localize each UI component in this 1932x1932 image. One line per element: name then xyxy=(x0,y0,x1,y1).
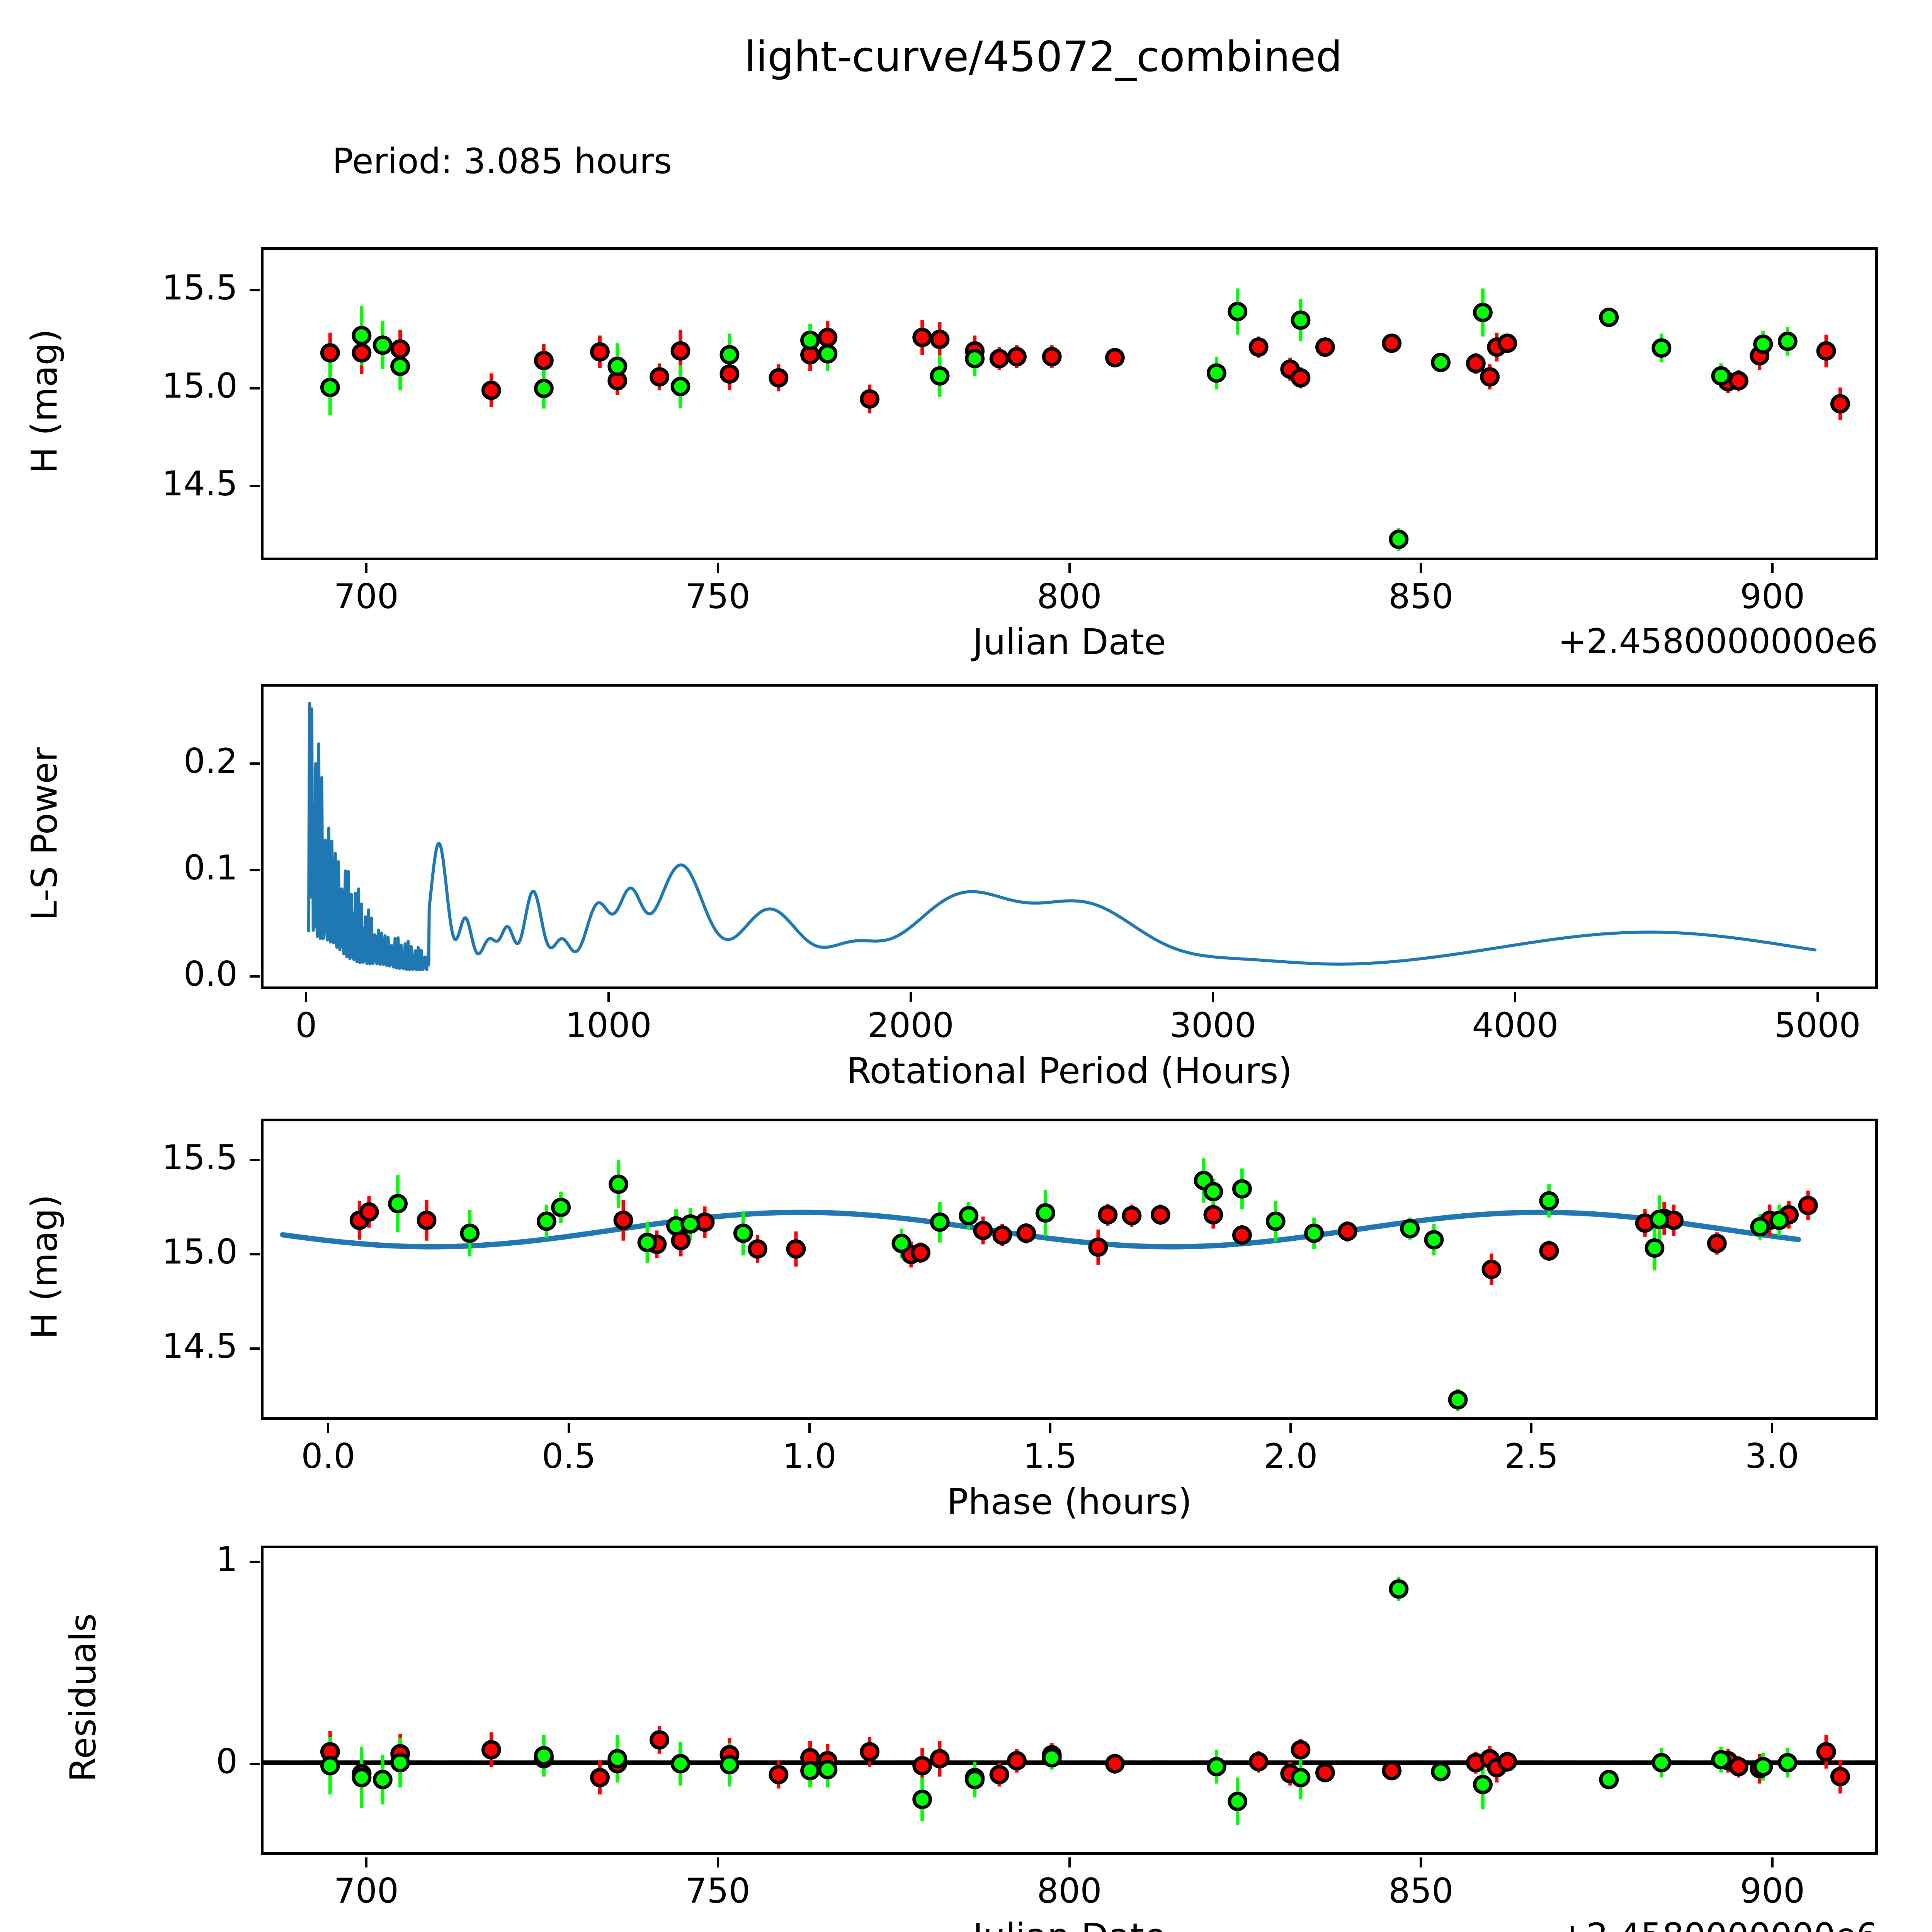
x-tick-label-light-curve-3: 850 xyxy=(1388,577,1454,616)
x-tick-residuals-0 xyxy=(365,1857,367,1867)
x-tick-phase-folded-1 xyxy=(568,1423,570,1433)
x-tick-label-residuals-1: 750 xyxy=(685,1871,750,1911)
x-tick-label-periodogram-3: 3000 xyxy=(1170,1005,1257,1045)
x-tick-label-residuals-4: 900 xyxy=(1740,1871,1805,1911)
x-tick-label-periodogram-4: 4000 xyxy=(1472,1005,1559,1045)
periodogram-plot-area xyxy=(307,702,1817,971)
y-tick-label-phase-folded-1: 15.0 xyxy=(162,1232,238,1272)
y-tick-light-curve-1 xyxy=(250,387,260,389)
x-tick-periodogram-4 xyxy=(1514,992,1517,1002)
x-tick-phase-folded-6 xyxy=(1770,1423,1773,1433)
x-tick-periodogram-0 xyxy=(305,992,308,1002)
x-tick-label-phase-folded-3: 1.5 xyxy=(1023,1436,1077,1476)
x-tick-label-residuals-2: 800 xyxy=(1037,1871,1102,1911)
y-tick-light-curve-2 xyxy=(250,289,260,292)
y-tick-label-phase-folded-0: 14.5 xyxy=(162,1326,238,1366)
x-tick-label-periodogram-5: 5000 xyxy=(1774,1005,1861,1045)
x-tick-label-phase-folded-2: 1.0 xyxy=(782,1436,837,1476)
x-tick-light-curve-3 xyxy=(1420,563,1422,573)
x-offset-label-light-curve: +2.4580000000e6 xyxy=(1558,621,1878,661)
x-tick-residuals-4 xyxy=(1771,1857,1774,1867)
x-tick-label-light-curve-0: 700 xyxy=(333,577,399,616)
x-tick-periodogram-5 xyxy=(1816,992,1819,1002)
x-tick-periodogram-2 xyxy=(909,992,912,1002)
y-tick-label-light-curve-0: 14.5 xyxy=(162,463,238,503)
figure-title: light-curve/45072_combined xyxy=(744,33,1342,81)
residuals-plot-area xyxy=(264,1577,1875,1825)
x-offset-label-residuals: +2.4580000000e6 xyxy=(1399,1916,1878,1932)
x-tick-label-light-curve-2: 800 xyxy=(1037,577,1102,616)
x-tick-phase-folded-5 xyxy=(1530,1423,1533,1433)
y-tick-residuals-0 xyxy=(250,1762,260,1765)
x-tick-light-curve-1 xyxy=(716,563,719,573)
light-curve-plot-area xyxy=(320,288,1850,551)
phase-folded-plot-area xyxy=(280,1158,1818,1411)
x-tick-label-light-curve-4: 900 xyxy=(1740,577,1805,616)
x-tick-light-curve-2 xyxy=(1068,563,1071,573)
x-tick-label-residuals-3: 850 xyxy=(1388,1871,1454,1911)
x-tick-label-light-curve-1: 750 xyxy=(685,577,750,616)
x-tick-residuals-3 xyxy=(1420,1857,1422,1867)
y-tick-label-residuals-1: 1 xyxy=(216,1539,238,1579)
x-tick-periodogram-1 xyxy=(607,992,610,1002)
x-axis-label-phase-folded: Phase (hours) xyxy=(947,1481,1192,1522)
x-axis-label-residuals: Julian Date xyxy=(722,1916,1417,1932)
y-axis-label-periodogram: L-S Power xyxy=(24,747,65,921)
x-tick-residuals-2 xyxy=(1068,1857,1071,1867)
y-tick-label-light-curve-2: 15.5 xyxy=(162,268,238,308)
panel-phase-folded xyxy=(261,1119,1878,1420)
y-axis-label-residuals: Residuals xyxy=(62,1613,104,1782)
y-tick-label-phase-folded-2: 15.5 xyxy=(162,1138,238,1178)
x-tick-label-phase-folded-6: 3.0 xyxy=(1745,1436,1799,1476)
y-tick-label-periodogram-0: 0.0 xyxy=(184,954,238,994)
panel-residuals xyxy=(261,1546,1878,1855)
x-tick-label-periodogram-1: 1000 xyxy=(565,1005,652,1045)
y-axis-label-phase-folded: H (mag) xyxy=(24,1194,65,1339)
x-tick-label-periodogram-0: 0 xyxy=(295,1005,317,1045)
y-tick-label-periodogram-2: 0.2 xyxy=(184,741,238,781)
x-tick-light-curve-0 xyxy=(365,563,367,573)
panel-light-curve xyxy=(261,247,1878,560)
y-tick-label-light-curve-1: 15.0 xyxy=(162,366,238,406)
x-tick-periodogram-3 xyxy=(1212,992,1214,1002)
x-tick-label-phase-folded-4: 2.0 xyxy=(1264,1436,1318,1476)
y-tick-label-periodogram-1: 0.1 xyxy=(184,847,238,888)
y-tick-light-curve-0 xyxy=(250,485,260,487)
x-tick-label-phase-folded-0: 0.0 xyxy=(301,1436,355,1476)
y-tick-phase-folded-2 xyxy=(250,1159,260,1162)
y-tick-residuals-1 xyxy=(250,1560,260,1563)
x-tick-phase-folded-2 xyxy=(808,1423,811,1433)
y-axis-label-light-curve: H (mag) xyxy=(24,329,65,474)
y-tick-phase-folded-1 xyxy=(250,1253,260,1255)
x-tick-phase-folded-4 xyxy=(1289,1423,1292,1433)
x-axis-label-light-curve: Julian Date xyxy=(973,621,1166,663)
x-tick-phase-folded-3 xyxy=(1049,1423,1051,1433)
panel-periodogram xyxy=(261,684,1878,989)
x-tick-label-phase-folded-5: 2.5 xyxy=(1504,1436,1559,1476)
figure-subtitle: Period: 3.085 hours xyxy=(332,141,672,182)
x-tick-label-phase-folded-1: 0.5 xyxy=(542,1436,596,1476)
y-tick-periodogram-0 xyxy=(250,975,260,978)
y-tick-periodogram-2 xyxy=(250,762,260,765)
y-tick-periodogram-1 xyxy=(250,869,260,871)
x-tick-light-curve-4 xyxy=(1771,563,1774,573)
y-tick-phase-folded-0 xyxy=(250,1347,260,1350)
x-axis-label-periodogram: Rotational Period (Hours) xyxy=(846,1050,1293,1092)
x-tick-label-residuals-0: 700 xyxy=(333,1871,399,1911)
x-tick-label-periodogram-2: 2000 xyxy=(867,1005,954,1045)
y-tick-label-residuals-0: 0 xyxy=(216,1741,238,1781)
x-tick-residuals-1 xyxy=(716,1857,719,1867)
x-tick-phase-folded-0 xyxy=(327,1423,330,1433)
